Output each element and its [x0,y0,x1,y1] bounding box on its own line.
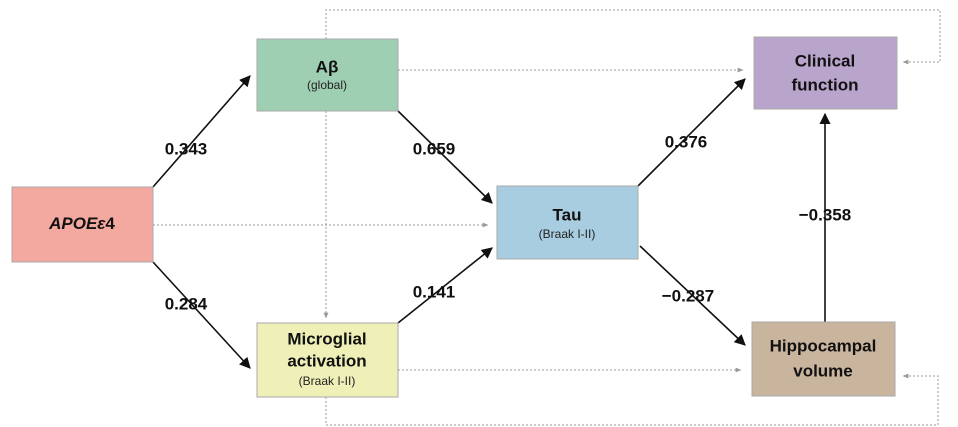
node-box [256,322,399,398]
arrow [152,75,251,188]
node-label-italic: APOEε [48,214,106,233]
node-box [256,38,399,112]
edge-label: −0.287 [662,286,714,305]
edge-label: 0.284 [165,294,208,313]
node-label: Aβ [316,57,339,76]
arrow [152,261,251,369]
dotted-arrow [325,373,939,426]
node-label-rest: 4 [105,214,115,233]
node-label: volume [793,361,853,380]
node-box [11,186,154,263]
arrow [397,110,493,204]
node-box [751,321,896,397]
node-label: activation [287,351,366,370]
arrow [637,78,746,187]
node-label: Tau [553,205,582,224]
node-sublabel: (Braak I-II) [539,227,596,241]
edge-label: 0.659 [413,139,456,158]
edge-label: 0.141 [413,282,456,301]
node-sublabel: (Braak I-II) [299,374,356,388]
edge-label: 0.376 [665,132,708,151]
arrow [639,245,746,346]
edge-label: 0.343 [165,139,208,158]
node-box [496,185,639,260]
node-label: function [791,75,858,94]
arrow [397,247,493,324]
node-label: Microglial [287,329,366,348]
node-sublabel: (global) [307,78,347,92]
node-label: Clinical [795,51,855,70]
node-label: APOEε4 [48,214,115,233]
node-box [753,36,898,110]
node-label: Hippocampal [770,336,877,355]
edge-label: −0.358 [799,205,851,224]
